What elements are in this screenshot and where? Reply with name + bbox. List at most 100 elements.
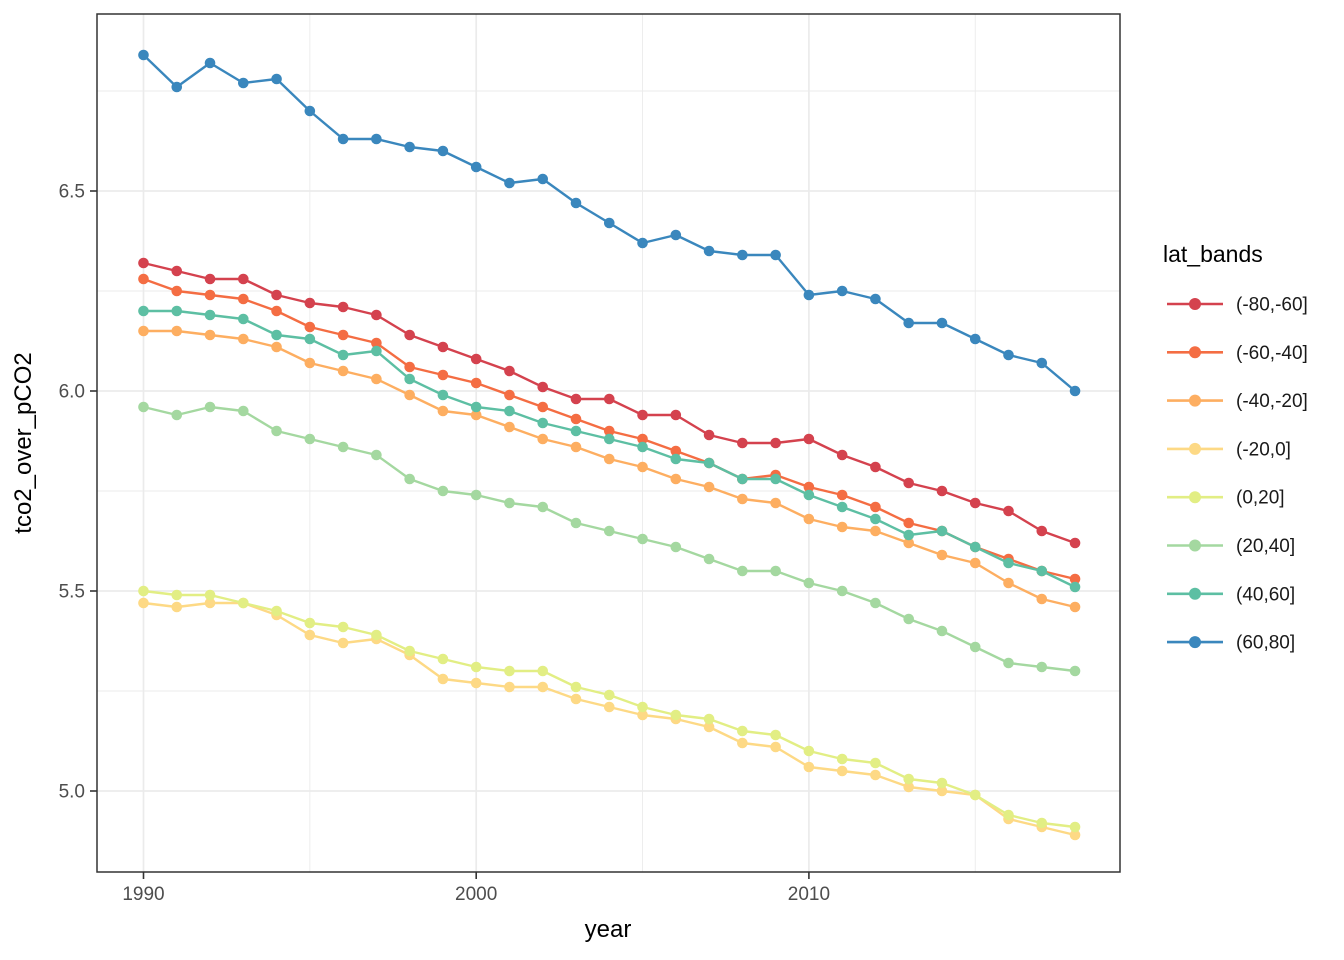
data-point-(-80,-60]-2016	[1003, 505, 1014, 517]
data-point-(-80,-60]-1999	[437, 341, 449, 353]
data-point-(0,20]-2002	[537, 665, 549, 677]
data-point-(-20,0]-2000	[470, 677, 482, 689]
data-point-(20,40]-2001	[504, 497, 515, 509]
data-point-(-20,0]-2011	[836, 765, 848, 777]
legend-item-(40,60]: (40,60]	[1167, 584, 1295, 605]
data-point-(60,80]-1991	[171, 81, 183, 93]
legend-item-(20,40]: (20,40]	[1167, 536, 1295, 557]
data-point-(-40,-20]-2009	[770, 497, 781, 509]
data-point-(20,40]-1998	[404, 473, 415, 485]
data-point-(-20,0]-2005	[637, 709, 648, 721]
legend-key-point	[1189, 539, 1201, 552]
legend: (-80,-60] (-60,-40] (-40,-20] (-20,0] (0,20]…	[1167, 295, 1308, 654]
data-point-(20,40]-2013	[903, 613, 915, 625]
data-point-(60,80]-2003	[570, 197, 582, 209]
axis-ticks	[90, 190, 810, 879]
data-point-(-20,0]-1996	[337, 637, 349, 649]
data-point-(60,80]-1993	[238, 77, 249, 89]
data-point-(-80,-60]-1997	[371, 309, 382, 321]
data-point-(60,80]-2001	[504, 177, 515, 189]
data-point-(-60,-40]-1996	[337, 329, 349, 341]
data-point-(40,60]-1990	[138, 305, 149, 317]
data-point-(-20,0]-2008	[737, 737, 748, 749]
data-point-(-80,-60]-2017	[1036, 525, 1048, 537]
data-point-(-40,-20]-2005	[637, 461, 648, 473]
legend-item-(-80,-60]: (-80,-60]	[1167, 295, 1308, 316]
data-point-(-20,0]-1992	[204, 597, 216, 609]
data-point-(-40,-20]-2007	[703, 481, 715, 493]
data-point-(-40,-20]-1992	[204, 329, 216, 341]
data-point-(20,40]-1997	[371, 449, 382, 461]
data-point-(0,20]-2015	[969, 789, 981, 801]
data-point-(-60,-40]-1990	[138, 273, 149, 285]
data-point-(-40,-20]-2011	[836, 521, 848, 533]
data-point-(0,20]-2001	[504, 665, 515, 677]
data-point-(-60,-40]-2013	[903, 517, 915, 529]
y-tick-label: 6.0	[59, 382, 85, 403]
data-point-(40,60]-2007	[703, 457, 715, 469]
data-point-(-20,0]-2009	[770, 741, 781, 753]
data-point-(20,40]-2002	[537, 501, 549, 513]
data-point-(-20,0]-2002	[537, 681, 549, 693]
data-point-(20,40]-2017	[1036, 661, 1048, 673]
data-point-(20,40]-1992	[204, 401, 216, 413]
data-point-(-60,-40]-1994	[271, 305, 282, 317]
data-point-(-80,-60]-2007	[703, 429, 715, 441]
data-point-(40,60]-2013	[903, 529, 915, 541]
x-tick-labels: 1990 2000 2010	[122, 884, 830, 905]
data-point-(-80,-60]-2004	[603, 393, 615, 405]
data-point-(0,20]-2009	[770, 729, 781, 741]
data-point-(40,60]-1996	[337, 349, 349, 361]
data-point-(-40,-20]-2000	[470, 409, 482, 421]
legend-key-point	[1189, 346, 1201, 359]
data-point-(40,60]-1997	[371, 345, 382, 357]
data-point-(-40,-20]-1990	[138, 325, 149, 337]
data-point-(0,20]-2014	[936, 777, 948, 789]
data-point-(20,40]-2000	[470, 489, 482, 501]
x-axis-title: year	[585, 916, 632, 943]
y-tick-label: 5.5	[59, 582, 85, 603]
data-point-(-80,-60]-2005	[637, 409, 648, 421]
data-point-(20,40]-2012	[870, 597, 881, 609]
data-point-(-60,-40]-2004	[603, 425, 615, 437]
data-point-(40,60]-2012	[870, 513, 881, 525]
data-point-(0,20]-1995	[304, 617, 316, 629]
data-point-(-40,-20]-1996	[337, 365, 349, 377]
data-point-(-20,0]-1999	[437, 673, 449, 685]
legend-item-(60,80]: (60,80]	[1167, 633, 1295, 654]
data-point-(0,20]-2013	[903, 773, 915, 785]
data-point-(20,40]-1991	[171, 409, 183, 421]
data-point-(-40,-20]-2010	[803, 513, 815, 525]
data-point-(-60,-40]-2006	[670, 445, 682, 457]
data-point-(-40,-20]-2001	[504, 421, 515, 433]
data-point-(60,80]-2012	[870, 293, 881, 305]
legend-key-point	[1189, 298, 1201, 310]
data-point-(-80,-60]-2018	[1069, 537, 1081, 549]
data-point-(60,80]-2015	[969, 333, 981, 345]
data-point-(20,40]-2009	[770, 565, 781, 577]
data-point-(0,20]-1993	[238, 597, 249, 609]
data-point-(-40,-20]-1999	[437, 405, 449, 417]
data-point-(-20,0]-2001	[504, 681, 515, 693]
data-point-(-80,-60]-2002	[537, 381, 549, 393]
legend-key-point	[1189, 394, 1201, 407]
data-point-(40,60]-2009	[770, 473, 781, 485]
data-point-(-20,0]-2004	[603, 701, 615, 713]
data-point-(60,80]-2007	[703, 245, 715, 257]
data-point-(60,80]-1998	[404, 141, 415, 153]
data-point-(0,20]-2012	[870, 757, 881, 769]
data-point-(0,20]-2016	[1003, 809, 1014, 821]
data-point-(40,60]-2016	[1003, 557, 1014, 569]
data-point-(-20,0]-1995	[304, 629, 316, 641]
x-tick-label: 1990	[122, 884, 164, 905]
data-point-(60,80]-2009	[770, 249, 781, 261]
legend-label: (-20,0]	[1236, 439, 1291, 460]
data-point-(0,20]-2005	[637, 701, 648, 713]
data-point-(0,20]-2004	[603, 689, 615, 701]
data-point-(-80,-60]-2008	[737, 437, 748, 449]
data-point-(-80,-60]-2010	[803, 433, 815, 445]
legend-item-(-60,-40]: (-60,-40]	[1167, 343, 1308, 364]
data-point-(20,40]-2010	[803, 577, 815, 589]
data-point-(60,80]-2017	[1036, 357, 1048, 369]
data-point-(-80,-60]-1993	[238, 273, 249, 285]
